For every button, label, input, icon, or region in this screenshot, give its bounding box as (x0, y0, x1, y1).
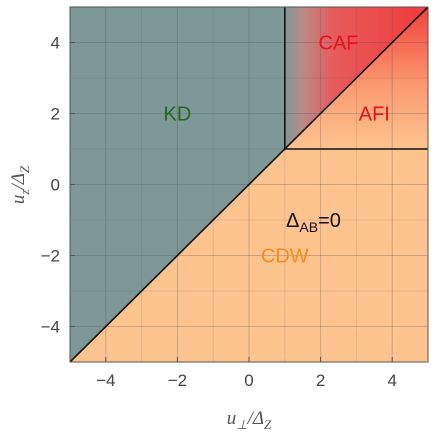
region-label-kd: KD (164, 104, 192, 126)
grid (70, 7, 428, 362)
boundary-line (70, 7, 428, 362)
region-kd (70, 7, 285, 362)
x-tick-label: 0 (244, 371, 253, 390)
region-label-afi: AFI (359, 104, 390, 126)
region-cdw (70, 149, 428, 362)
axis-ticks: −4 −2 0 2 4 −4 −2 0 2 4 (41, 34, 397, 391)
y-axis-title-sub2: Z (17, 165, 32, 173)
x-tick-label: −2 (168, 371, 187, 390)
x-axis-title-sub1: ⊥ (236, 417, 247, 432)
y-tick-label: 0 (51, 176, 60, 195)
region-labels: KD CDW AFI CAF ΔAB=0 (164, 33, 390, 268)
y-axis-title-mid: /Δ (8, 173, 29, 190)
region-label-cdw: CDW (261, 246, 309, 268)
y-axis-title-sub1: z (17, 190, 32, 196)
x-tick-label: 4 (387, 371, 396, 390)
x-axis-title-mid: /Δ (247, 408, 264, 429)
x-axis-title-sub2: Z (264, 417, 272, 432)
x-axis-title: u⊥/ΔZ (227, 408, 272, 432)
x-tick-label: 2 (316, 371, 325, 390)
y-tick-label: 4 (51, 34, 60, 53)
y-axis-title-main: u (8, 195, 29, 205)
annotation-delta-ab: ΔAB=0 (286, 210, 341, 235)
phase-boundaries (70, 7, 428, 362)
y-tick-label: −2 (41, 247, 60, 266)
y-tick-label: −4 (41, 318, 60, 337)
x-axis-title-main: u (227, 408, 237, 429)
y-tick-label: 2 (51, 105, 60, 124)
x-tick-label: −4 (96, 371, 115, 390)
region-label-caf: CAF (319, 33, 359, 55)
y-axis-title: uz/ΔZ (8, 165, 32, 204)
